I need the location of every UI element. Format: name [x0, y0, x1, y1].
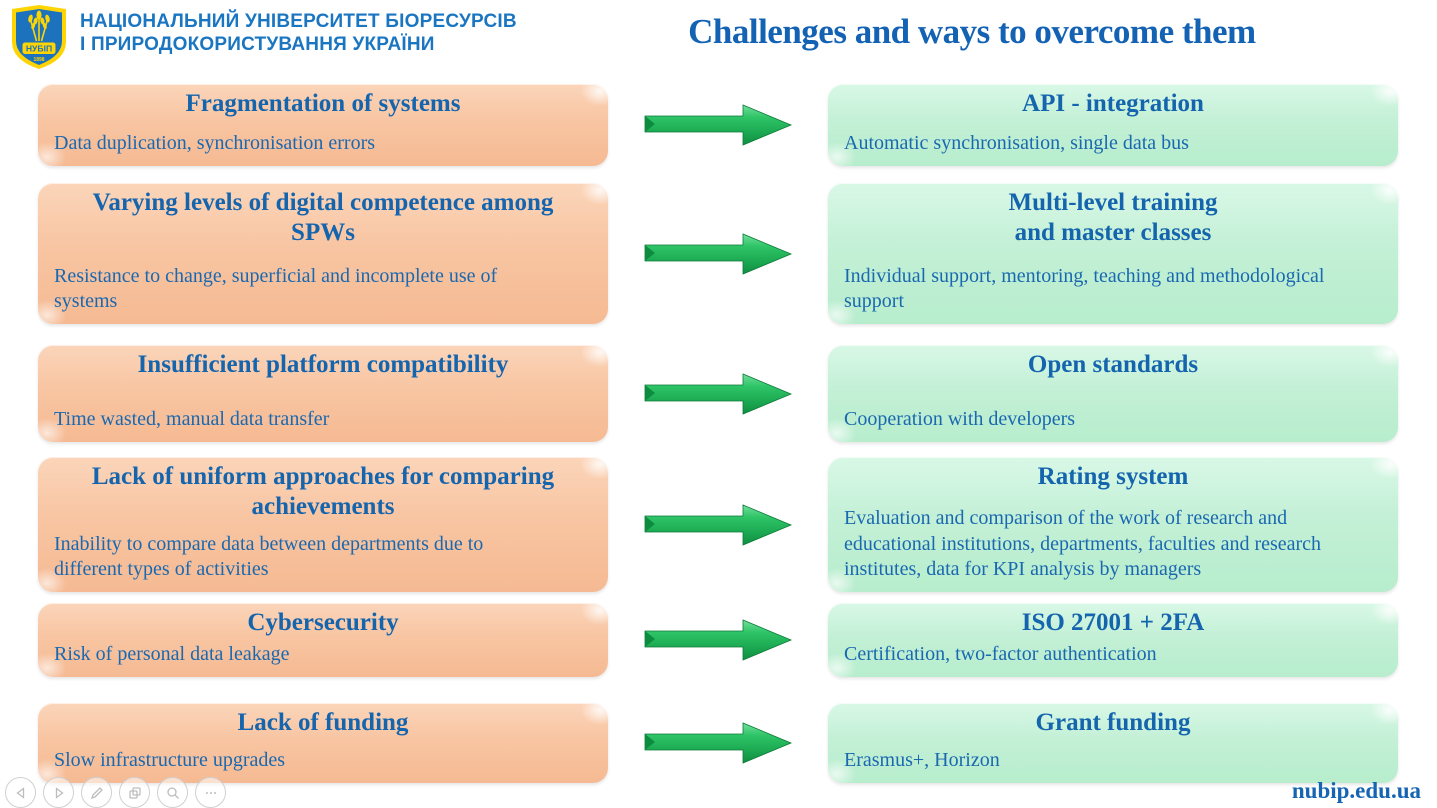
solution-box: Rating system Evaluation and comparison …	[828, 457, 1398, 592]
previous-slide-button[interactable]	[5, 777, 36, 808]
arrow-icon	[608, 345, 828, 442]
zoom-button[interactable]	[157, 777, 188, 808]
row-competence: Varying levels of digital competence amo…	[38, 183, 1398, 324]
header: НУБІП 1898 НАЦІОНАЛЬНИЙ УНІВЕРСИТЕТ БІОР…	[0, 0, 1437, 70]
row-funding: Lack of funding Slow infrastructure upgr…	[38, 703, 1398, 783]
triangle-right-icon	[55, 786, 64, 799]
solution-box: ISO 27001 + 2FA Certification, two-facto…	[828, 603, 1398, 677]
solution-title: Multi-level training and master classes	[1008, 189, 1218, 246]
magnifier-icon	[166, 786, 179, 799]
slides-icon	[128, 786, 141, 799]
website-link[interactable]: nubip.edu.ua	[1291, 778, 1421, 803]
solution-desc: Automatic synchronisation, single data b…	[844, 132, 1189, 155]
more-options-button[interactable]	[195, 777, 226, 808]
solution-box: Grant funding Erasmus+, Horizon	[828, 703, 1398, 783]
solution-title: API - integration	[1022, 90, 1204, 117]
challenge-box: Cybersecurity Risk of personal data leak…	[38, 603, 608, 677]
arrow-icon	[608, 84, 828, 166]
university-logo-icon: НУБІП 1898	[8, 4, 70, 70]
pen-icon	[90, 786, 103, 799]
challenge-title: Lack of funding	[237, 709, 409, 736]
presenter-toolbar	[5, 777, 226, 808]
solution-title: ISO 27001 + 2FA	[1021, 609, 1205, 636]
challenges-solutions-grid: Fragmentation of systems Data duplicatio…	[0, 84, 1437, 783]
solution-box: Open standards Cooperation with develope…	[828, 345, 1398, 442]
challenge-box: Lack of uniform approaches for comparing…	[38, 457, 608, 592]
triangle-left-icon	[15, 786, 24, 799]
challenge-desc: Resistance to change, superficial and in…	[54, 264, 498, 313]
row-fragmentation: Fragmentation of systems Data duplicatio…	[38, 84, 1398, 166]
university-name: НАЦІОНАЛЬНИЙ УНІВЕРСИТЕТ БІОРЕСУРСІВ І П…	[80, 10, 517, 56]
challenge-desc: Data duplication, synchronisation errors	[54, 132, 376, 155]
challenge-desc: Inability to compare data between depart…	[54, 532, 484, 581]
row-compatibility: Insufficient platform compatibility Time…	[38, 345, 1398, 442]
challenge-box: Lack of funding Slow infrastructure upgr…	[38, 703, 608, 783]
solution-box: Multi-level training and master classes …	[828, 183, 1398, 324]
solution-title: Open standards	[1027, 351, 1199, 378]
challenge-box: Fragmentation of systems Data duplicatio…	[38, 84, 608, 166]
solution-desc: Evaluation and comparison of the work of…	[844, 507, 1322, 581]
solution-title: Grant funding	[1035, 709, 1191, 736]
next-slide-button[interactable]	[43, 777, 74, 808]
slide-title: Challenges and ways to overcome them	[688, 12, 1256, 51]
logo-year: 1898	[33, 57, 44, 63]
arrow-icon	[608, 457, 828, 592]
slide-sorter-button[interactable]	[119, 777, 150, 808]
university-name-line2: І ПРИРОДОКОРИСТУВАННЯ УКРАЇНИ	[80, 34, 435, 56]
challenge-title: Varying levels of digital competence amo…	[92, 189, 554, 246]
challenge-box: Insufficient platform compatibility Time…	[38, 345, 608, 442]
row-uniform-approaches: Lack of uniform approaches for comparing…	[38, 457, 1398, 592]
challenge-title: Fragmentation of systems	[185, 90, 461, 117]
challenge-desc: Slow infrastructure upgrades	[54, 749, 286, 772]
arrow-icon	[608, 703, 828, 783]
solution-desc: Individual support, mentoring, teaching …	[844, 264, 1325, 313]
arrow-icon	[608, 603, 828, 677]
row-cybersecurity: Cybersecurity Risk of personal data leak…	[38, 603, 1398, 677]
solution-box: API - integration Automatic synchronisat…	[828, 84, 1398, 166]
university-name-line1: НАЦІОНАЛЬНИЙ УНІВЕРСИТЕТ БІОРЕСУРСІВ	[80, 11, 517, 32]
ellipsis-icon	[205, 791, 216, 794]
logo-abbr: НУБІП	[26, 44, 52, 54]
solution-desc: Certification, two-factor authentication	[844, 643, 1157, 666]
solution-desc: Erasmus+, Horizon	[844, 749, 1000, 772]
challenge-box: Varying levels of digital competence amo…	[38, 183, 608, 324]
solution-desc: Cooperation with developers	[844, 408, 1076, 431]
challenge-title: Insufficient platform compatibility	[137, 351, 509, 378]
challenge-title: Cybersecurity	[247, 609, 399, 636]
challenge-title: Lack of uniform approaches for comparing…	[91, 463, 555, 520]
challenge-desc: Time wasted, manual data transfer	[54, 408, 330, 431]
pen-button[interactable]	[81, 777, 112, 808]
challenge-desc: Risk of personal data leakage	[54, 643, 290, 666]
solution-title: Rating system	[1037, 463, 1189, 490]
arrow-icon	[608, 183, 828, 324]
